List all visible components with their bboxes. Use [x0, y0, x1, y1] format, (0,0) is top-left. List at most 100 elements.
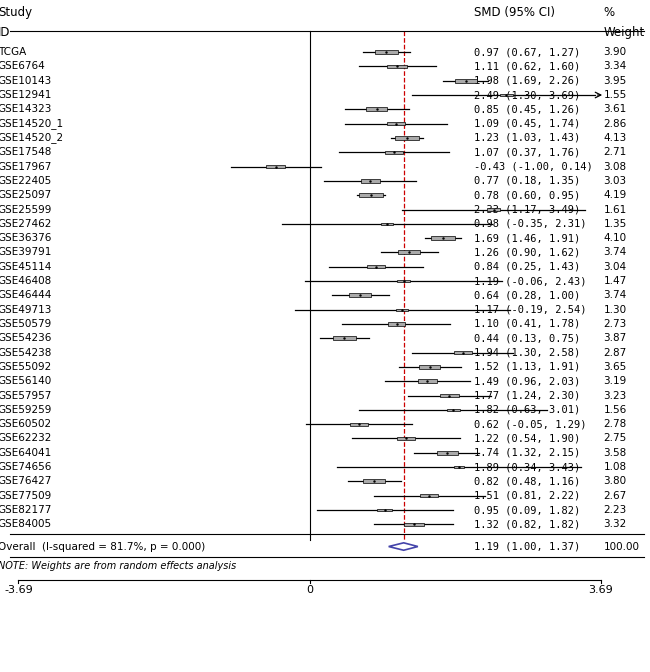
Text: -3.69: -3.69: [4, 585, 32, 595]
Bar: [396, 308, 408, 310]
Bar: [349, 294, 371, 297]
Text: 2.78: 2.78: [603, 419, 627, 429]
Text: 0.78 (0.60, 0.95): 0.78 (0.60, 0.95): [474, 190, 580, 200]
Text: GSE82177: GSE82177: [0, 505, 52, 515]
Text: 2.87: 2.87: [603, 347, 627, 358]
Text: TCGA: TCGA: [0, 47, 26, 57]
Bar: [487, 208, 500, 211]
Text: 1.51 (0.81, 2.22): 1.51 (0.81, 2.22): [474, 491, 580, 501]
Text: GSE60502: GSE60502: [0, 419, 52, 429]
Text: 1.22 (0.54, 1.90): 1.22 (0.54, 1.90): [474, 433, 580, 444]
Text: GSE39791: GSE39791: [0, 247, 52, 257]
Text: 3.04: 3.04: [603, 262, 627, 271]
Bar: [397, 280, 410, 282]
Text: GSE57957: GSE57957: [0, 390, 52, 401]
Text: GSE46408: GSE46408: [0, 276, 52, 286]
Bar: [454, 466, 464, 468]
Text: GSE50579: GSE50579: [0, 319, 52, 329]
Text: 3.65: 3.65: [603, 362, 627, 372]
Bar: [388, 323, 406, 326]
Bar: [385, 151, 403, 154]
Text: GSE77509: GSE77509: [0, 491, 52, 501]
Text: 2.86: 2.86: [603, 119, 627, 128]
Bar: [377, 509, 393, 511]
Text: GSE54238: GSE54238: [0, 347, 52, 358]
Text: 1.82 (0.63, 3.01): 1.82 (0.63, 3.01): [474, 405, 580, 415]
Text: %: %: [603, 6, 614, 19]
Text: 1.08: 1.08: [603, 462, 627, 472]
Text: -0.43 (-1.00, 0.14): -0.43 (-1.00, 0.14): [474, 161, 593, 171]
Text: GSE46444: GSE46444: [0, 290, 52, 300]
Bar: [421, 494, 437, 497]
Text: GSE25599: GSE25599: [0, 204, 52, 214]
Bar: [417, 380, 437, 383]
Text: 0.84 (0.25, 1.43): 0.84 (0.25, 1.43): [474, 262, 580, 271]
Text: 2.73: 2.73: [603, 319, 627, 329]
Text: 1.30: 1.30: [603, 304, 627, 314]
Text: GSE6764: GSE6764: [0, 61, 46, 71]
Text: 1.19 (1.00, 1.37): 1.19 (1.00, 1.37): [474, 542, 580, 552]
Text: 1.10 (0.41, 1.78): 1.10 (0.41, 1.78): [474, 319, 580, 329]
Text: 4.19: 4.19: [603, 190, 627, 200]
Text: 1.35: 1.35: [603, 219, 627, 228]
Text: 1.61: 1.61: [603, 204, 627, 214]
Bar: [366, 108, 387, 112]
Text: 1.98 (1.69, 2.26): 1.98 (1.69, 2.26): [474, 76, 580, 86]
Text: 4.13: 4.13: [603, 133, 627, 143]
Text: GSE10143: GSE10143: [0, 76, 52, 86]
Text: GSE17548: GSE17548: [0, 147, 52, 157]
Bar: [395, 136, 419, 140]
Text: GSE74656: GSE74656: [0, 462, 52, 472]
Bar: [454, 351, 472, 354]
Bar: [447, 409, 460, 411]
Bar: [419, 365, 441, 369]
Text: 1.26 (0.90, 1.62): 1.26 (0.90, 1.62): [474, 247, 580, 257]
Text: 3.32: 3.32: [603, 519, 627, 530]
Bar: [266, 165, 285, 168]
Text: GSE45114: GSE45114: [0, 262, 52, 271]
Bar: [455, 79, 477, 83]
Text: 0.85 (0.45, 1.26): 0.85 (0.45, 1.26): [474, 104, 580, 114]
Text: 1.07 (0.37, 1.76): 1.07 (0.37, 1.76): [474, 147, 580, 157]
Text: 3.80: 3.80: [603, 476, 627, 487]
Text: 3.74: 3.74: [603, 290, 627, 300]
Text: GSE22405: GSE22405: [0, 176, 52, 186]
Bar: [387, 122, 405, 125]
Text: 1.89 (0.34, 3.43): 1.89 (0.34, 3.43): [474, 462, 580, 472]
Text: Overall  (I-squared = 81.7%, p = 0.000): Overall (I-squared = 81.7%, p = 0.000): [0, 542, 205, 552]
Text: 0.62 (-0.05, 1.29): 0.62 (-0.05, 1.29): [474, 419, 586, 429]
Text: 1.47: 1.47: [603, 276, 627, 286]
Bar: [359, 193, 383, 198]
Bar: [350, 423, 367, 426]
Bar: [437, 451, 458, 455]
Text: 3.87: 3.87: [603, 333, 627, 343]
Text: 1.19 (-0.06, 2.43): 1.19 (-0.06, 2.43): [474, 276, 586, 286]
Text: GSE12941: GSE12941: [0, 90, 52, 100]
Text: 1.09 (0.45, 1.74): 1.09 (0.45, 1.74): [474, 119, 580, 128]
Bar: [387, 65, 408, 69]
Text: 2.23: 2.23: [603, 505, 627, 515]
Text: GSE17967: GSE17967: [0, 161, 52, 171]
Text: 2.67: 2.67: [603, 491, 627, 501]
Text: 3.74: 3.74: [603, 247, 627, 257]
Bar: [397, 437, 415, 440]
Text: SMD (95% CI): SMD (95% CI): [474, 6, 555, 19]
Text: 0.95 (0.09, 1.82): 0.95 (0.09, 1.82): [474, 505, 580, 515]
Text: GSE14323: GSE14323: [0, 104, 52, 114]
Text: 3.03: 3.03: [603, 176, 627, 186]
Text: 1.49 (0.96, 2.03): 1.49 (0.96, 2.03): [474, 376, 580, 386]
Text: 3.23: 3.23: [603, 390, 627, 401]
Text: 1.32 (0.82, 1.82): 1.32 (0.82, 1.82): [474, 519, 580, 530]
Text: 4.10: 4.10: [603, 233, 627, 243]
Text: 1.23 (1.03, 1.43): 1.23 (1.03, 1.43): [474, 133, 580, 143]
Text: 0: 0: [306, 585, 313, 595]
Bar: [398, 251, 420, 255]
Text: GSE59259: GSE59259: [0, 405, 52, 415]
Text: 3.69: 3.69: [589, 585, 614, 595]
Bar: [439, 394, 460, 397]
Text: GSE36376: GSE36376: [0, 233, 52, 243]
Text: 1.17 (-0.19, 2.54): 1.17 (-0.19, 2.54): [474, 304, 586, 314]
Text: 3.34: 3.34: [603, 61, 627, 71]
Text: GSE14520_1: GSE14520_1: [0, 118, 64, 129]
Text: ID: ID: [0, 26, 10, 40]
